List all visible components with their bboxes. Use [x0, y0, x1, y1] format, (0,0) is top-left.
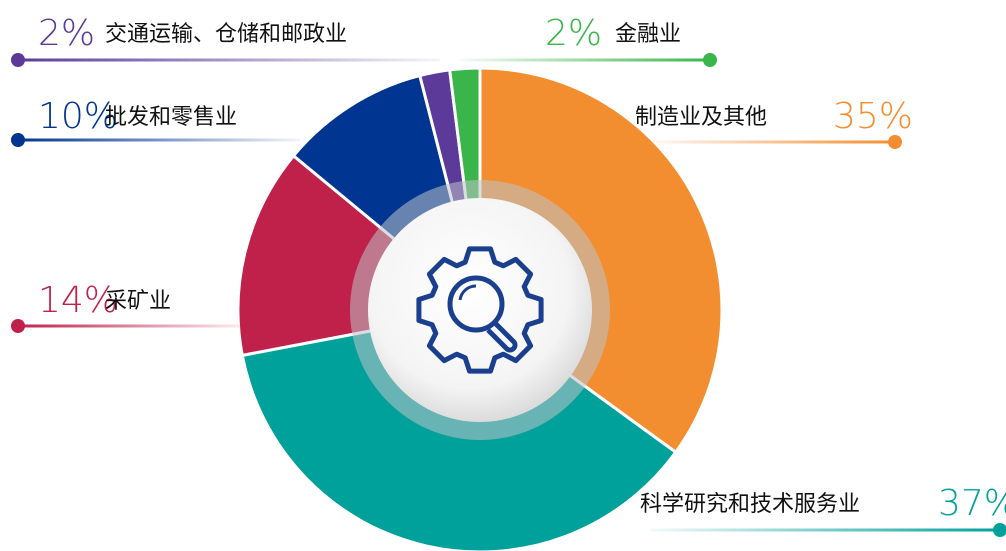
- category-label: 批发和零售业: [105, 105, 237, 130]
- value-label: 35%: [833, 96, 913, 137]
- value-label: 2%: [38, 13, 95, 54]
- leader-lines: [11, 53, 1006, 537]
- leader-dot: [703, 53, 717, 67]
- gear-icon: [416, 246, 544, 374]
- category-label: 交通运输、仓储和邮政业: [105, 22, 347, 47]
- category-label: 制造业及其他: [635, 105, 767, 130]
- value-label: 2%: [545, 13, 602, 54]
- category-label: 科学研究和技术服务业: [640, 492, 860, 517]
- leader-dot: [888, 135, 902, 149]
- category-label: 采矿业: [105, 289, 171, 314]
- inner-circle: [368, 198, 592, 422]
- value-label: 14%: [38, 280, 118, 321]
- leader-dot: [11, 133, 25, 147]
- category-label: 金融业: [615, 22, 681, 47]
- slice: [478, 66, 724, 455]
- leader-dot: [11, 319, 25, 333]
- value-label: 10%: [38, 96, 118, 137]
- leader-dot: [11, 53, 25, 67]
- value-label: 37%: [938, 483, 1006, 524]
- leader-dot: [993, 523, 1006, 537]
